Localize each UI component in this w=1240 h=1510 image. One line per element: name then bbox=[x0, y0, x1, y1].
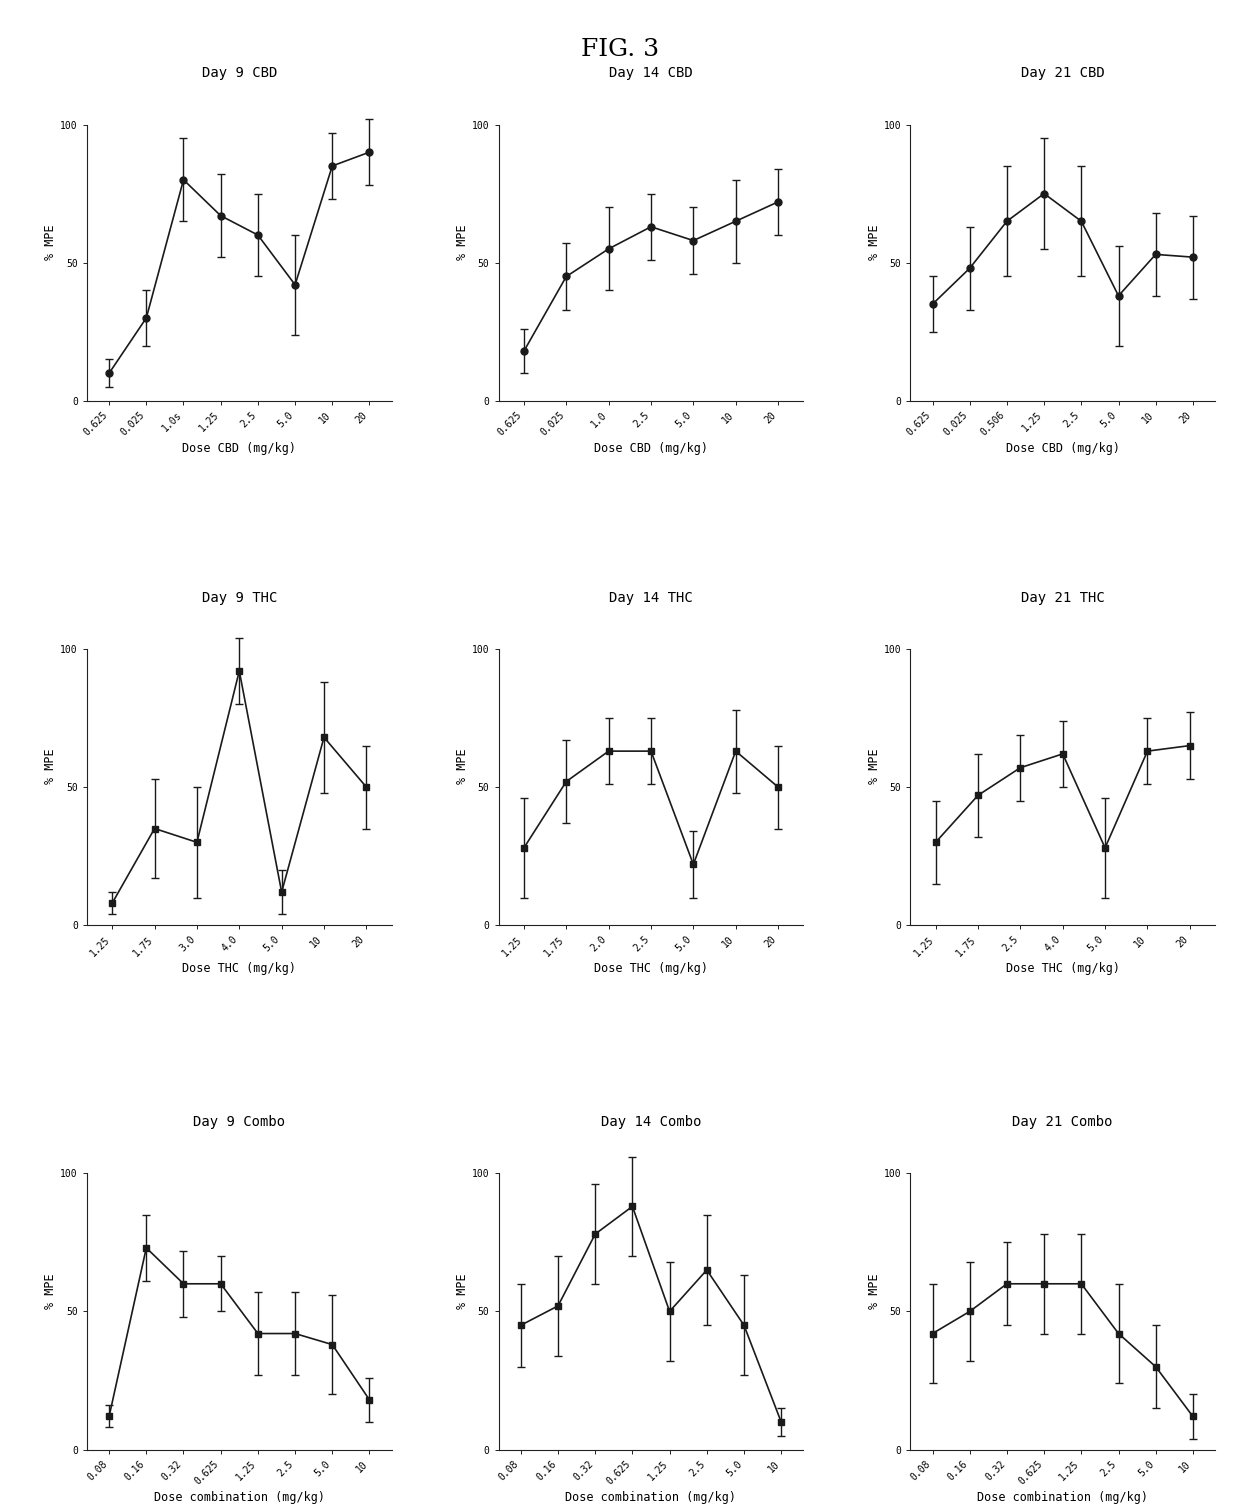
Y-axis label: % MPE: % MPE bbox=[868, 1273, 880, 1309]
X-axis label: Dose combination (mg/kg): Dose combination (mg/kg) bbox=[154, 1490, 325, 1504]
Title: Day 21 Combo: Day 21 Combo bbox=[1013, 1116, 1114, 1129]
Y-axis label: % MPE: % MPE bbox=[868, 749, 880, 784]
X-axis label: Dose THC (mg/kg): Dose THC (mg/kg) bbox=[594, 962, 708, 975]
Y-axis label: % MPE: % MPE bbox=[45, 1273, 57, 1309]
X-axis label: Dose THC (mg/kg): Dose THC (mg/kg) bbox=[1006, 962, 1120, 975]
Y-axis label: % MPE: % MPE bbox=[456, 1273, 469, 1309]
Y-axis label: % MPE: % MPE bbox=[868, 223, 880, 260]
Title: Day 9 THC: Day 9 THC bbox=[202, 590, 277, 606]
X-axis label: Dose CBD (mg/kg): Dose CBD (mg/kg) bbox=[182, 442, 296, 455]
Text: FIG. 3: FIG. 3 bbox=[580, 38, 660, 60]
X-axis label: Dose combination (mg/kg): Dose combination (mg/kg) bbox=[565, 1490, 737, 1504]
Title: Day 21 THC: Day 21 THC bbox=[1021, 590, 1105, 606]
Y-axis label: % MPE: % MPE bbox=[45, 223, 57, 260]
X-axis label: Dose CBD (mg/kg): Dose CBD (mg/kg) bbox=[594, 442, 708, 455]
X-axis label: Dose CBD (mg/kg): Dose CBD (mg/kg) bbox=[1006, 442, 1120, 455]
X-axis label: Dose combination (mg/kg): Dose combination (mg/kg) bbox=[977, 1490, 1148, 1504]
Title: Day 14 THC: Day 14 THC bbox=[609, 590, 693, 606]
Title: Day 21 CBD: Day 21 CBD bbox=[1021, 66, 1105, 80]
Title: Day 9 Combo: Day 9 Combo bbox=[193, 1116, 285, 1129]
Y-axis label: % MPE: % MPE bbox=[456, 749, 469, 784]
Y-axis label: % MPE: % MPE bbox=[45, 749, 57, 784]
Title: Day 14 Combo: Day 14 Combo bbox=[600, 1116, 702, 1129]
X-axis label: Dose THC (mg/kg): Dose THC (mg/kg) bbox=[182, 962, 296, 975]
Title: Day 9 CBD: Day 9 CBD bbox=[202, 66, 277, 80]
Y-axis label: % MPE: % MPE bbox=[456, 223, 469, 260]
Title: Day 14 CBD: Day 14 CBD bbox=[609, 66, 693, 80]
